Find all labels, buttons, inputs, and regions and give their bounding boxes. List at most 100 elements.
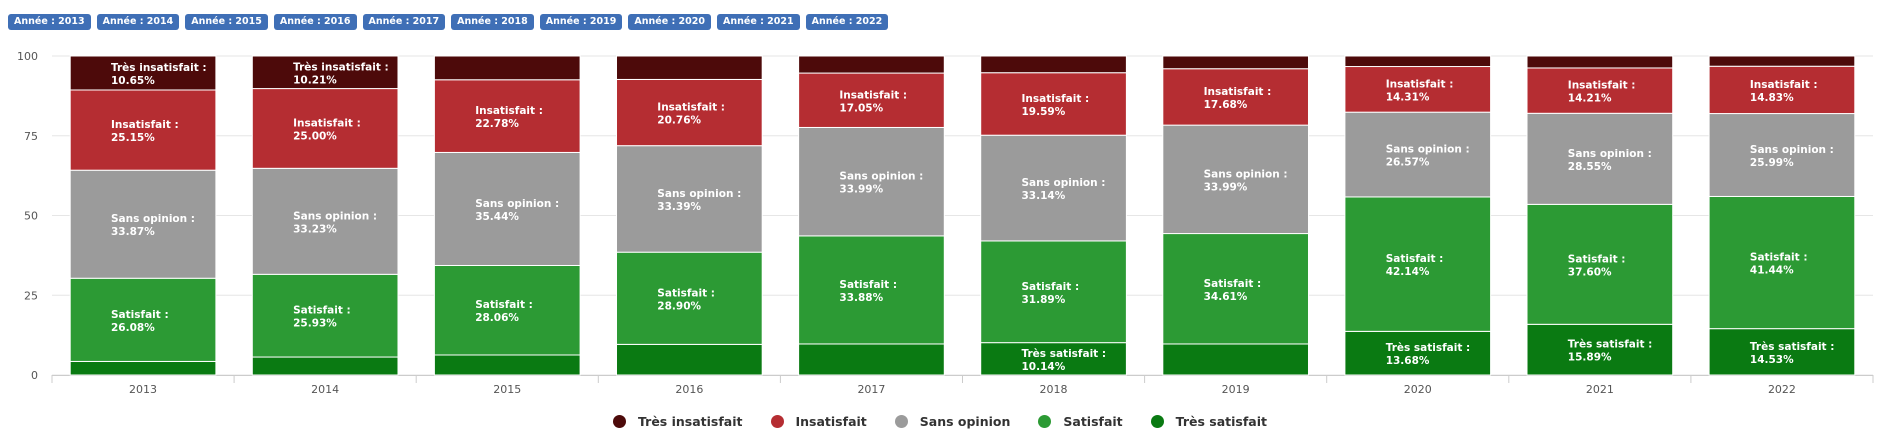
- segment-value-label: 10.21%: [293, 74, 337, 86]
- bar-segment[interactable]: [1344, 66, 1492, 113]
- bar-segment[interactable]: [1708, 113, 1856, 197]
- segment-name-label: Très insatisfait :: [293, 61, 389, 73]
- bar-segment[interactable]: [798, 55, 945, 74]
- bar-segment[interactable]: [1344, 111, 1492, 198]
- x-tick-label: 2013: [129, 383, 157, 396]
- bar-segment[interactable]: [251, 273, 399, 358]
- legend-item[interactable]: Sans opinion: [894, 412, 1011, 430]
- bar-segment[interactable]: [251, 356, 399, 376]
- bar-segment[interactable]: [433, 264, 581, 356]
- legend-item[interactable]: Insatisfait: [770, 412, 867, 430]
- bar-segment[interactable]: [616, 55, 763, 80]
- legend-item[interactable]: Satisfait: [1038, 412, 1123, 430]
- bar-segment[interactable]: [980, 240, 1127, 344]
- segment-name-label: Sans opinion :: [1568, 148, 1652, 160]
- bar-segment[interactable]: [433, 55, 581, 81]
- bar-segment[interactable]: [69, 55, 217, 91]
- year-button-2021[interactable]: Année : 2021: [717, 14, 800, 30]
- bar-segment[interactable]: [1708, 55, 1856, 67]
- bar-segment[interactable]: [1344, 55, 1492, 68]
- bar-segment[interactable]: [798, 126, 945, 237]
- year-button-2015[interactable]: Année : 2015: [185, 14, 268, 30]
- chart-legend: Très insatisfait Insatisfait Sans opinion S…: [0, 412, 1880, 430]
- bar-segment[interactable]: [69, 89, 217, 171]
- segment-value-label: 26.08%: [111, 322, 155, 334]
- bar-segment[interactable]: [433, 79, 581, 153]
- segment-name-label: Insatisfait :: [657, 102, 725, 114]
- year-button-2013[interactable]: Année : 2013: [8, 14, 91, 30]
- segment-value-label: 35.44%: [475, 211, 519, 223]
- year-button-2016[interactable]: Année : 2016: [273, 14, 357, 30]
- y-tick-label: 50: [24, 210, 38, 223]
- segment-value-label: 25.00%: [293, 130, 337, 142]
- bar-segment[interactable]: [1162, 233, 1309, 345]
- bar-segment[interactable]: [251, 167, 399, 275]
- bar-segment[interactable]: [1526, 55, 1674, 69]
- bar-segment[interactable]: [1526, 323, 1674, 376]
- bar-segment[interactable]: [1708, 195, 1856, 330]
- bar-segment[interactable]: [616, 145, 763, 253]
- bar-segment[interactable]: [1708, 65, 1856, 115]
- y-tick-label: 75: [24, 130, 38, 143]
- bar-segment[interactable]: [616, 343, 763, 376]
- bar-segment[interactable]: [798, 235, 945, 345]
- year-button-2018[interactable]: Année : 2018: [451, 14, 534, 30]
- segment-value-label: 34.61%: [1204, 291, 1248, 303]
- bar-segment[interactable]: [980, 72, 1127, 136]
- segment-value-label: 19.59%: [1022, 106, 1066, 118]
- legend-label: Sans opinion: [919, 413, 1011, 429]
- bar-segment[interactable]: [69, 277, 217, 362]
- legend-item[interactable]: Très satisfait: [1150, 412, 1267, 430]
- bar-segment[interactable]: [69, 169, 217, 279]
- segment-name-label: Insatisfait :: [839, 89, 907, 101]
- bar-segment[interactable]: [616, 251, 763, 345]
- legend-swatch-icon: [894, 414, 908, 428]
- segment-name-label: Satisfait :: [1022, 281, 1080, 293]
- legend-swatch-icon: [1038, 414, 1052, 428]
- segment-name-label: Sans opinion :: [1386, 144, 1470, 156]
- legend-label: Très insatisfait: [638, 413, 743, 429]
- bar-segment[interactable]: [1526, 67, 1674, 114]
- year-button-2014[interactable]: Année : 2014: [96, 14, 180, 30]
- bar-segment[interactable]: [1162, 55, 1309, 70]
- bar-segment[interactable]: [433, 151, 581, 266]
- legend-item[interactable]: Très insatisfait: [613, 412, 743, 430]
- bar-segment[interactable]: [798, 343, 945, 376]
- year-button-2022[interactable]: Année : 2022: [805, 14, 889, 30]
- bar-segment[interactable]: [1708, 328, 1856, 376]
- segment-value-label: 33.39%: [657, 201, 701, 213]
- bar-segment[interactable]: [980, 342, 1127, 376]
- bar-segment[interactable]: [798, 72, 945, 128]
- bar-segment[interactable]: [980, 55, 1127, 74]
- segment-name-label: Très satisfait :: [1568, 339, 1653, 351]
- bar-segment[interactable]: [616, 78, 763, 147]
- legend-label: Satisfait: [1063, 413, 1123, 429]
- bar-segment[interactable]: [1344, 196, 1492, 332]
- segment-name-label: Sans opinion :: [657, 188, 741, 200]
- segment-name-label: Sans opinion :: [1022, 177, 1106, 189]
- bar-segment[interactable]: [1162, 68, 1309, 126]
- segment-name-label: Insatisfait :: [1568, 80, 1636, 92]
- segment-name-label: Insatisfait :: [111, 119, 179, 131]
- x-tick-label: 2020: [1404, 383, 1432, 396]
- segment-name-label: Insatisfait :: [1750, 79, 1818, 91]
- segment-value-label: 14.21%: [1568, 93, 1612, 105]
- bar-segment[interactable]: [433, 354, 581, 376]
- legend-swatch-icon: [770, 414, 784, 428]
- bar-segment[interactable]: [69, 360, 217, 376]
- x-tick-label: 2014: [311, 383, 339, 396]
- bar-segment[interactable]: [1162, 124, 1309, 235]
- segment-value-label: 42.14%: [1386, 266, 1430, 278]
- year-button-2019[interactable]: Année : 2019: [539, 14, 623, 30]
- segment-value-label: 28.06%: [475, 312, 519, 324]
- bar-segment[interactable]: [1344, 330, 1492, 376]
- bar-segment[interactable]: [251, 88, 399, 169]
- bar-segment[interactable]: [1526, 203, 1674, 325]
- bar-segment[interactable]: [1162, 343, 1309, 376]
- year-button-2020[interactable]: Année : 2020: [628, 14, 711, 30]
- year-button-2017[interactable]: Année : 2017: [362, 14, 446, 30]
- bar-segment[interactable]: [251, 55, 399, 90]
- x-tick-label: 2018: [1040, 383, 1068, 396]
- segment-name-label: Insatisfait :: [293, 117, 361, 129]
